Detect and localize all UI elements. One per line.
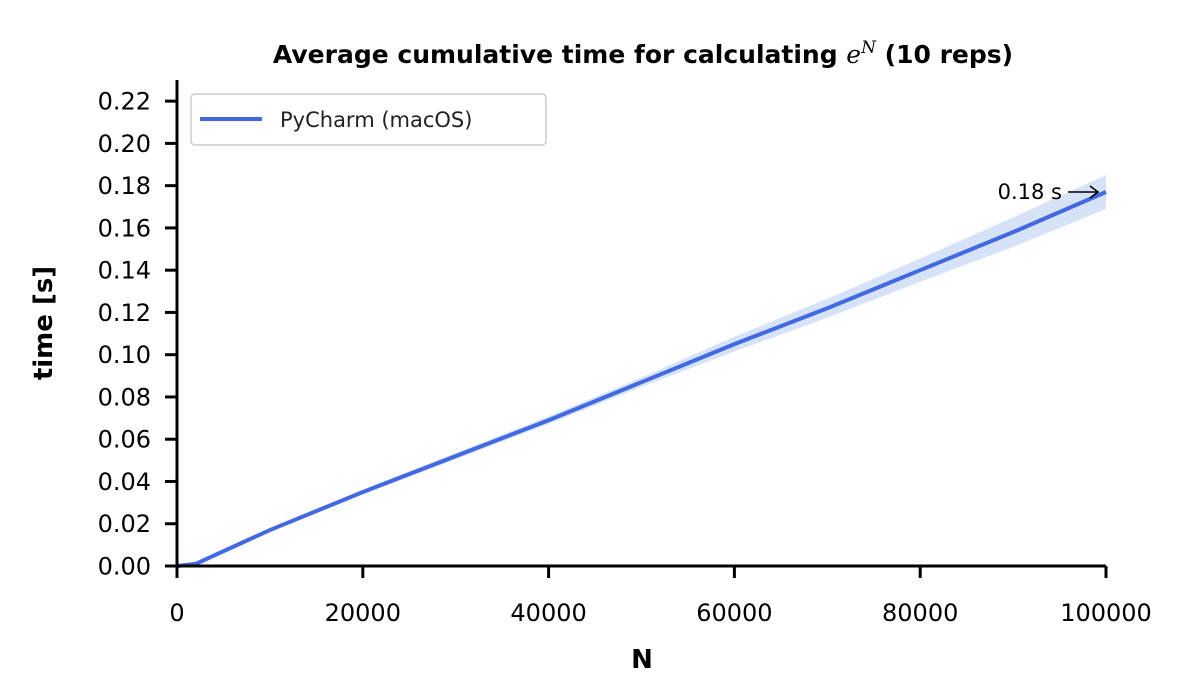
- x-tick-label: 0: [169, 599, 184, 627]
- x-tick-label: 60000: [696, 599, 772, 627]
- y-tick-label: 0.18: [98, 172, 151, 200]
- chart-title: Average cumulative time for calculating …: [273, 38, 1013, 69]
- end-value-annotation: 0.18 s: [998, 180, 1100, 204]
- y-tick-label: 0.12: [98, 299, 151, 327]
- legend-frame: [190, 93, 547, 146]
- x-tick-label: 80000: [882, 599, 958, 627]
- y-tick-label: 0.08: [98, 383, 151, 411]
- series-line-layer: [176, 190, 1107, 568]
- x-tick-label: 20000: [325, 599, 401, 627]
- y-tick-label: 0.06: [98, 426, 151, 454]
- y-axis-label: time [s]: [29, 266, 59, 380]
- y-tick-label: 0.14: [98, 257, 151, 285]
- y-axis-ticks: 0.00 0.02 0.04 0.06 0.08 0.10 0.12 0.14 0.16 0.18…: [98, 88, 177, 581]
- legend-entry-label: PyCharm (macOS): [280, 108, 472, 132]
- x-tick-label: 40000: [510, 599, 586, 627]
- series-line-pycharm-macos: [176, 190, 1107, 568]
- y-tick-label: 0.00: [98, 553, 151, 581]
- y-tick-label: 0.16: [98, 214, 151, 242]
- legend: PyCharm (macOS): [190, 93, 547, 146]
- confidence-band: [177, 175, 1106, 566]
- y-tick-label: 0.04: [98, 468, 151, 496]
- y-tick-label: 0.02: [98, 510, 151, 538]
- x-tick-label: 100000: [1060, 599, 1152, 627]
- y-tick-label: 0.22: [98, 88, 151, 116]
- x-axis-ticks: 0 20000 40000 60000 80000 100000: [169, 566, 1152, 627]
- y-tick-label: 0.10: [98, 341, 151, 369]
- annotation-label: 0.18 s: [998, 180, 1062, 204]
- y-tick-label: 0.20: [98, 130, 151, 158]
- confidence-band-layer: [177, 175, 1106, 566]
- x-axis-label: N: [631, 645, 653, 675]
- annotation-arrow-head: [1089, 185, 1100, 199]
